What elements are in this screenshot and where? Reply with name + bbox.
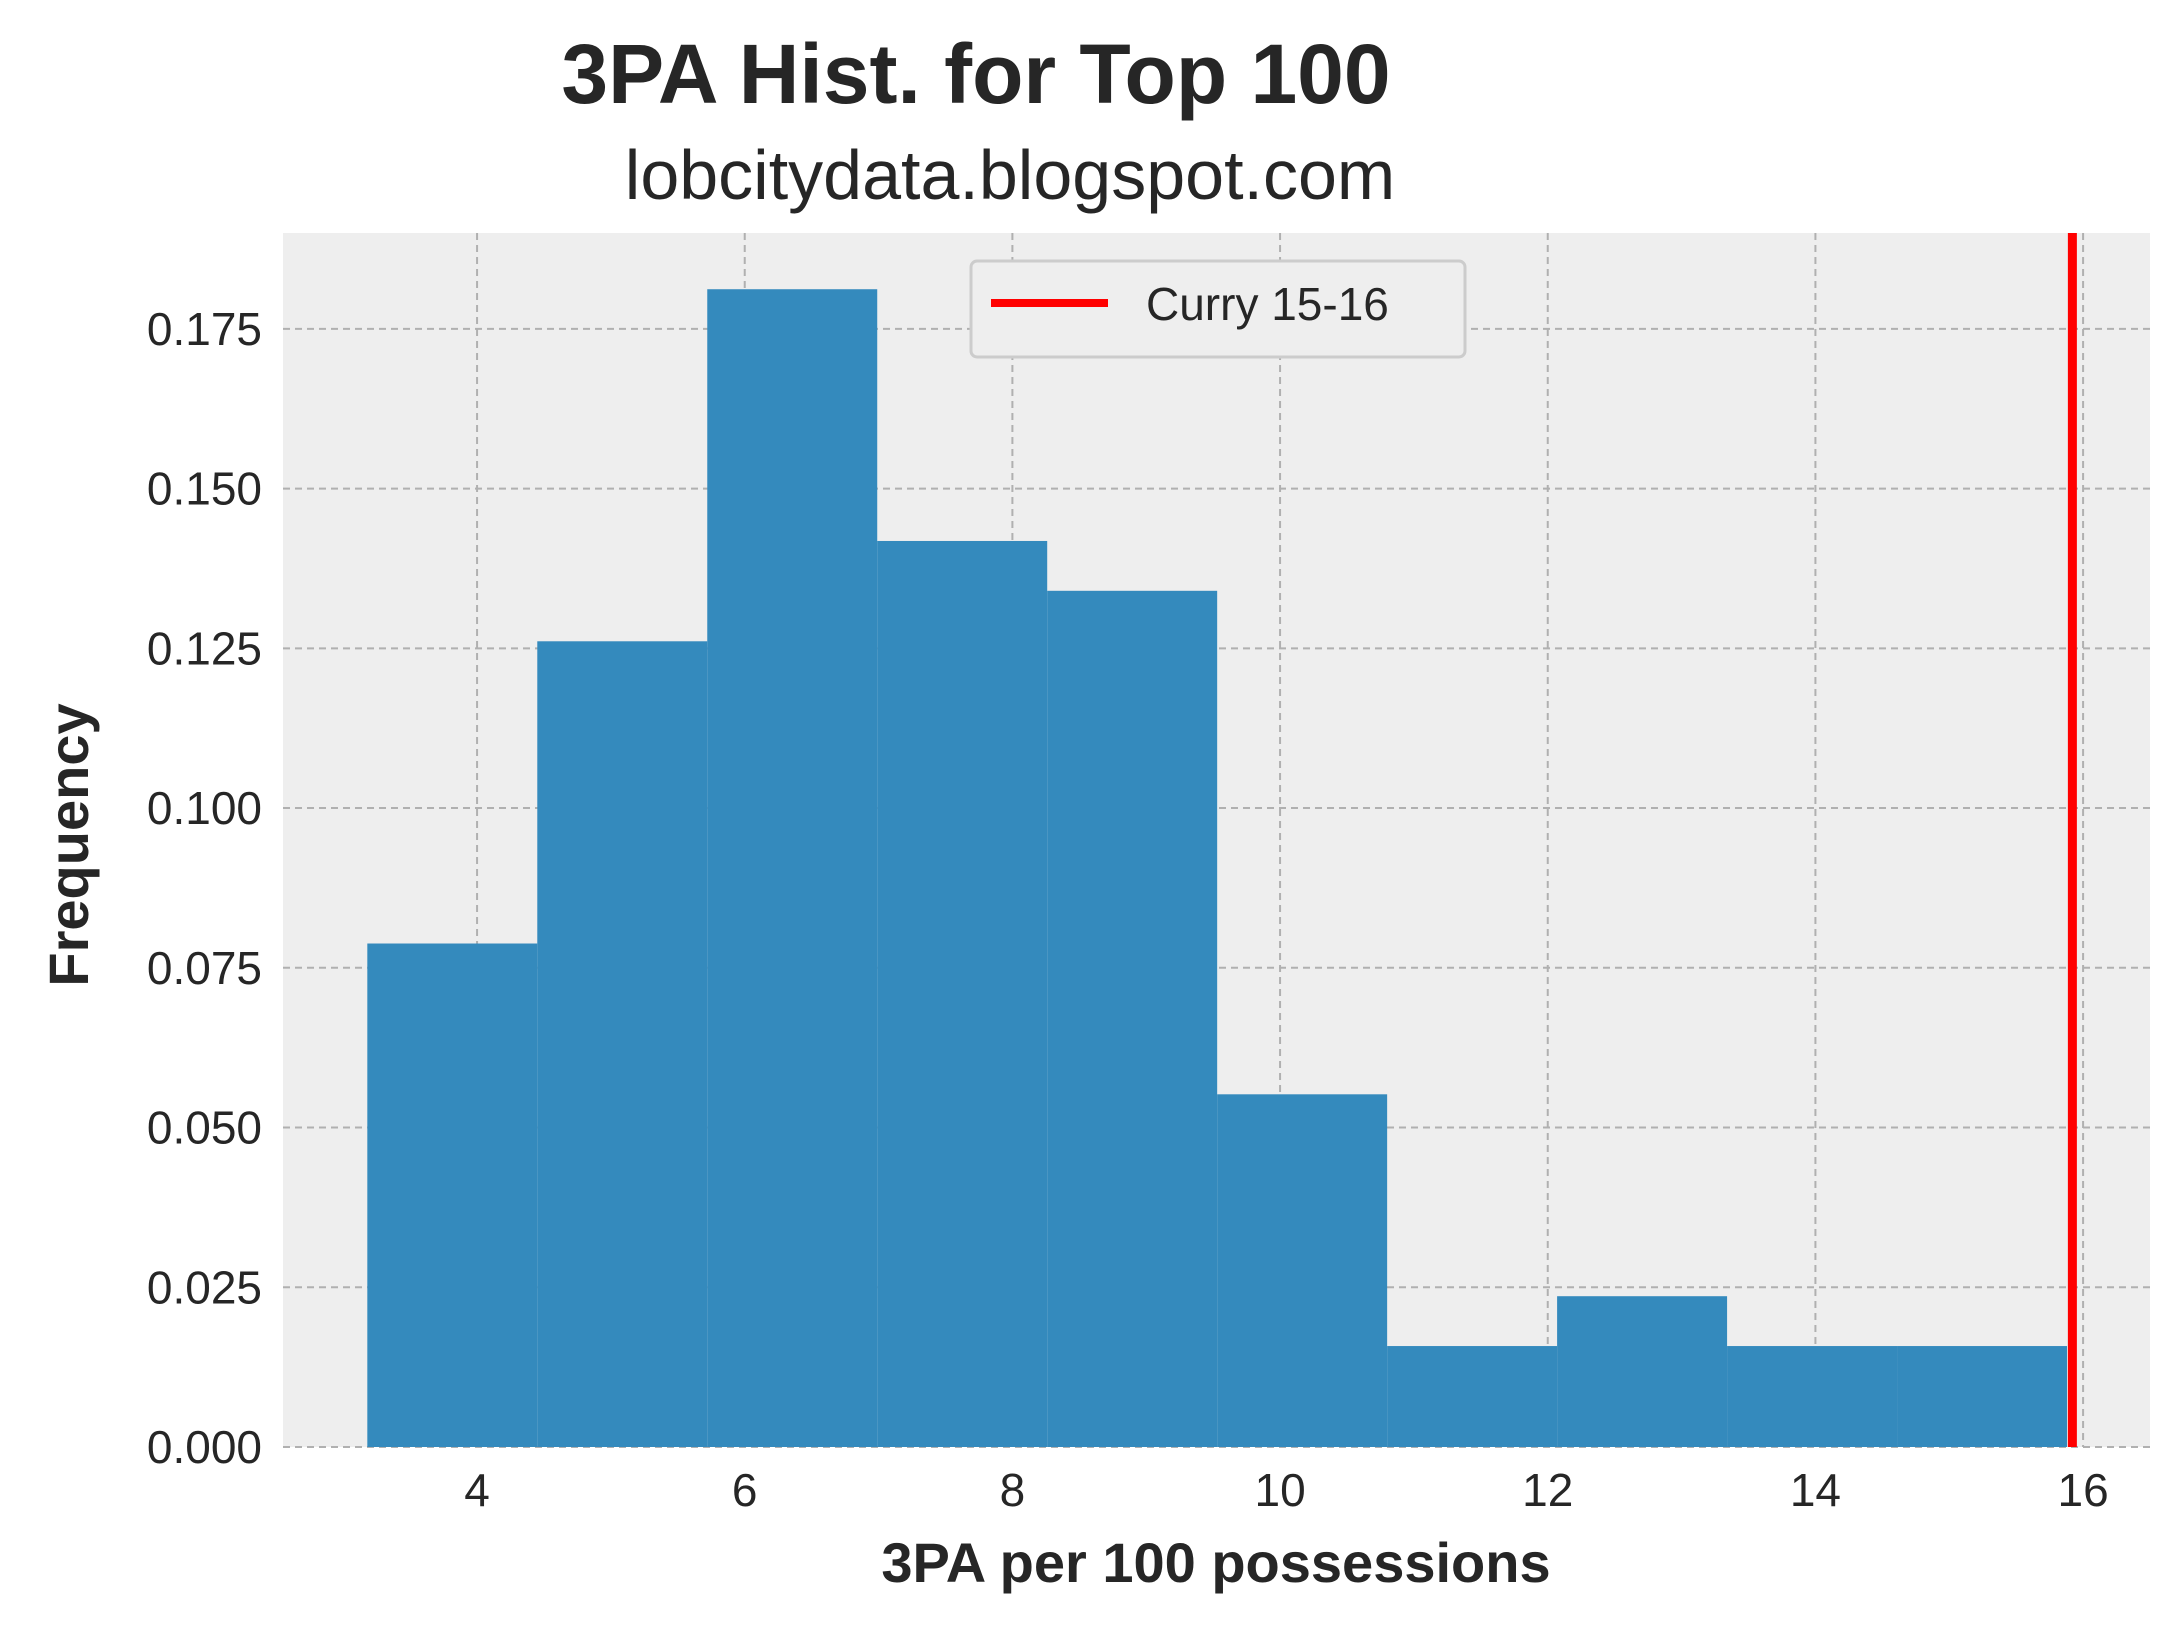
x-tick-label: 10 <box>1254 1464 1305 1516</box>
histogram-bar <box>1387 1346 1558 1447</box>
legend: Curry 15-16 <box>969 259 1467 359</box>
x-tick-label: 6 <box>732 1464 758 1516</box>
x-tick-label: 12 <box>1522 1464 1573 1516</box>
histogram-bar <box>707 289 878 1448</box>
x-tick-label: 4 <box>464 1464 490 1516</box>
histogram-bar <box>537 641 708 1447</box>
histogram-bar <box>1897 1346 2068 1447</box>
x-tick-label: 14 <box>1790 1464 1841 1516</box>
x-tick-label: 8 <box>1000 1464 1026 1516</box>
y-axis-label: Frequency <box>37 703 100 986</box>
histogram-bar <box>1217 1094 1388 1447</box>
y-tick-label: 0.125 <box>147 622 262 674</box>
y-tick-label: 0.075 <box>147 942 262 994</box>
y-tick-label: 0.150 <box>147 463 262 515</box>
chart-subtitle: lobcitydata.blogspot.com <box>625 136 1395 214</box>
histogram-bar <box>1727 1346 1898 1447</box>
legend-box <box>969 259 1467 359</box>
x-axis-label: 3PA per 100 possessions <box>881 1531 1550 1594</box>
y-tick-label: 0.050 <box>147 1102 262 1154</box>
tick-labels: 4 6 8 10 12 14 16 0.000 0.025 0.050 0.075 0.100 0.12… <box>147 303 2109 1516</box>
legend-label: Curry 15-16 <box>1146 278 1389 330</box>
histogram-bars <box>367 289 2068 1448</box>
histogram-bar <box>877 540 1048 1447</box>
y-tick-label: 0.025 <box>147 1261 262 1313</box>
histogram-bar <box>1557 1296 1728 1447</box>
y-tick-label: 0.100 <box>147 782 262 834</box>
x-tick-label: 16 <box>2057 1464 2108 1516</box>
histogram-bar <box>367 943 538 1447</box>
y-tick-label: 0.000 <box>147 1421 262 1473</box>
y-tick-label: 0.175 <box>147 303 262 355</box>
chart-title: 3PA Hist. for Top 100 <box>561 27 1390 121</box>
histogram-bar <box>1047 590 1218 1447</box>
